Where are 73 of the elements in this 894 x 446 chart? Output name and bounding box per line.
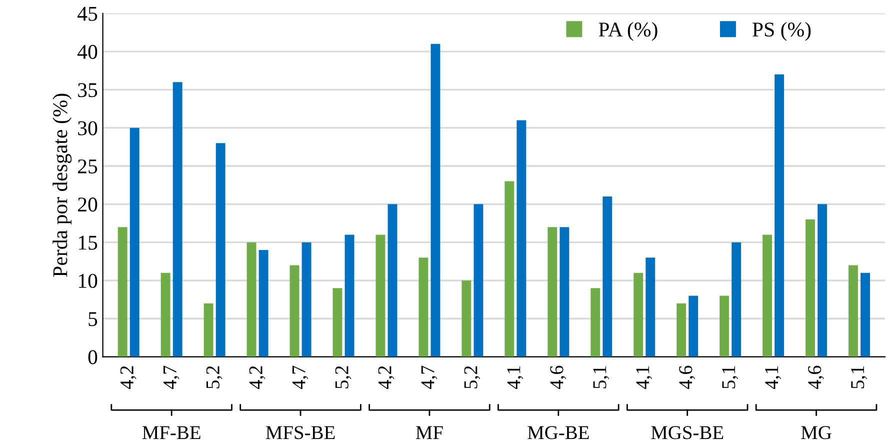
bar	[302, 242, 312, 357]
y-axis-title: Perda por desgate (%)	[52, 94, 72, 277]
bar	[516, 120, 526, 357]
text: MG-BE	[528, 426, 589, 440]
y-tick-label: 5	[88, 312, 98, 326]
bar	[418, 258, 428, 357]
bar	[590, 288, 600, 357]
x-tick-label: 5,1	[851, 366, 867, 388]
bar	[548, 227, 558, 357]
bar	[118, 227, 128, 357]
bar	[332, 288, 342, 357]
text: MF	[416, 426, 443, 439]
x-tick-label: 4,6	[679, 366, 696, 390]
text: MFS-BE	[266, 426, 335, 440]
x-tick-label: 5,2	[206, 366, 222, 388]
bar	[818, 204, 828, 357]
bar	[344, 234, 354, 357]
x-tick-label: 5,2	[464, 366, 480, 388]
x-tick-label: 4,1	[636, 366, 652, 390]
x-tick-label: 5,1	[722, 366, 738, 388]
x-tick-label: 4,7	[163, 366, 180, 390]
y-tick-label: 15	[78, 236, 98, 250]
bar	[602, 196, 612, 357]
text: MG	[801, 426, 832, 440]
bar	[504, 181, 514, 357]
x-tick-label: 4,7	[421, 366, 438, 390]
bar	[462, 280, 472, 357]
bar	[560, 227, 570, 357]
bar	[688, 296, 698, 357]
bar	[216, 143, 226, 357]
bar	[762, 234, 772, 357]
bar	[806, 219, 815, 357]
x-tick-label: 4,1	[507, 366, 524, 390]
bar	[774, 74, 784, 357]
x-tick-label: 5,1	[593, 366, 610, 388]
y-tick-label: 0	[88, 350, 98, 364]
y-tick-label: 40	[78, 44, 98, 59]
y-tick-label: 20	[78, 198, 98, 212]
x-tick-label: 4,6	[550, 366, 566, 390]
bar	[634, 272, 644, 357]
x-tick-label: 4,2	[120, 366, 136, 390]
bar	[160, 272, 170, 357]
x-tick-label: 4,2	[249, 366, 266, 390]
bar	[430, 44, 440, 357]
legend-label: PA (%)	[598, 22, 658, 41]
legend-label: PS (%)	[752, 22, 811, 41]
y-tick-label: 30	[78, 121, 98, 136]
text: MF-BE	[142, 426, 200, 440]
bar	[646, 258, 656, 357]
bar	[732, 242, 742, 357]
bar	[720, 296, 730, 357]
bar	[860, 272, 870, 357]
y-tick-label: 25	[78, 159, 98, 174]
bar	[246, 242, 256, 357]
x-tick-label: 4,1	[765, 366, 781, 390]
bar	[376, 234, 386, 357]
bar	[130, 128, 140, 357]
text: MGS-BE	[651, 426, 724, 440]
bar	[258, 250, 268, 357]
bar	[474, 204, 484, 357]
y-tick-label: 10	[78, 274, 98, 288]
y-tick-label: 35	[78, 83, 98, 98]
y-tick-label: 45	[78, 6, 98, 21]
bar	[172, 82, 182, 357]
x-tick-label: 4,2	[378, 366, 394, 390]
bar	[848, 265, 858, 357]
bar	[676, 303, 686, 357]
bar	[388, 204, 398, 357]
bar	[290, 265, 300, 357]
x-tick-label: 4,7	[292, 366, 308, 390]
x-tick-label: 4,6	[808, 366, 824, 390]
x-tick-label: 5,2	[335, 366, 352, 388]
bar	[204, 303, 214, 357]
